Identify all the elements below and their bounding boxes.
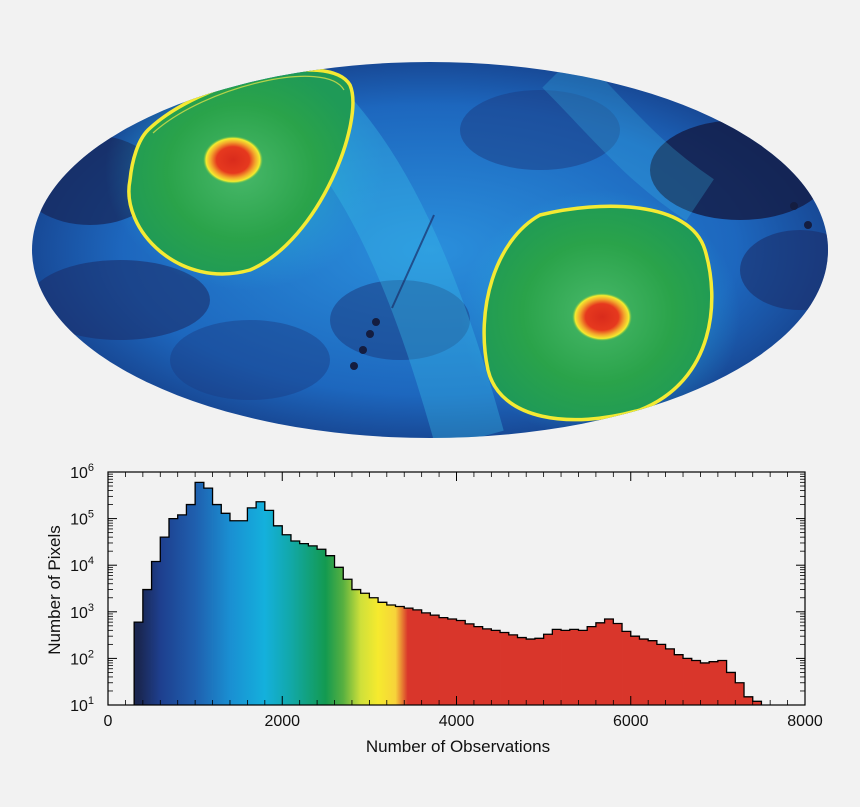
x-tick-label: 4000 [439,713,475,730]
histogram-bar [360,593,370,705]
histogram-bar [317,549,327,705]
histogram-bar [526,639,536,705]
histogram-bar [334,567,344,705]
histogram-bar [613,623,623,705]
histogram-bar [325,555,335,705]
histogram-bar [395,606,405,705]
histogram-bar [299,543,309,705]
histogram-bar [630,636,640,705]
x-tick-label: 2000 [264,713,300,730]
histogram-bar [282,534,292,705]
y-tick-label: 102 [70,648,94,668]
histogram-bar [343,579,353,705]
histogram-bar [456,620,466,705]
histogram-bar [656,644,666,705]
histogram-bar [221,513,231,705]
y-axis-ticks: 101 102 103 104 105 106 [70,462,805,715]
histogram-bar [256,501,266,705]
histogram-bar [439,617,449,705]
y-tick-label: 101 [70,695,94,715]
histogram-bar [552,629,562,705]
x-tick-label: 6000 [613,713,649,730]
histogram-bar [595,622,606,705]
histogram-bar [308,545,318,705]
y-tick-label: 104 [70,555,94,575]
x-tick-label: 8000 [787,713,823,730]
histogram-bar [473,626,484,705]
histogram-bar [386,604,396,705]
histogram-bar [412,609,423,705]
histogram-bar [744,696,754,705]
histogram-bar [665,648,675,705]
histogram-bar [247,507,257,705]
histogram-bar [369,597,379,705]
histogram-bar [604,619,614,705]
histogram-bar [648,640,658,705]
y-tick-label: 103 [70,602,94,622]
histogram-bar [683,658,693,705]
histogram-bar [691,660,701,705]
histogram-bar [264,510,274,705]
histogram-bar [622,631,632,705]
histogram-bar [587,626,597,705]
histogram-bar [447,619,457,705]
histogram-bar [543,634,553,705]
y-tick-label: 106 [70,462,94,482]
histogram-bar [430,615,440,705]
histogram-bar [177,514,187,705]
x-tick-label: 0 [104,713,113,730]
histogram: 0 2000 4000 6000 8000 101 102 103 104 105 106 Num… [45,462,823,756]
histogram-bar [134,622,144,705]
histogram-bar [674,654,684,705]
sky-map [32,62,828,438]
y-axis-label: Number of Pixels [45,525,64,654]
histogram-bar [482,628,492,705]
histogram-bar [203,488,213,705]
histogram-bar [212,504,222,705]
histogram-bar [717,660,727,705]
histogram-bar [500,632,510,705]
histogram-bar [465,623,475,705]
histogram-bar [735,682,745,705]
histogram-bar [378,602,388,705]
histogram-bar [421,612,431,705]
histogram-bar [351,589,362,705]
histogram-bar [569,629,579,705]
histogram-bar [273,525,283,705]
histogram-bar [491,630,501,705]
histogram-bar [517,637,527,705]
histogram-bar [709,661,719,705]
histogram-bar [726,672,736,705]
histogram-bar [160,537,170,705]
histogram-bar [238,520,248,705]
histogram-outline [133,481,763,705]
histogram-bar [700,662,710,705]
histogram-bar [151,561,161,705]
histogram-bar [561,630,571,705]
histogram-bar [752,701,762,705]
histogram-bar [290,541,301,705]
x-axis-label: Number of Observations [366,737,550,756]
histogram-bar [168,518,179,705]
histogram-bar [229,520,240,705]
histogram-bar [534,638,545,705]
histogram-bar [186,504,196,705]
y-tick-label: 105 [70,509,94,529]
histogram-bar [404,608,414,705]
histogram-bar [639,639,649,705]
x-axis-ticks: 0 2000 4000 6000 8000 [104,472,823,730]
histogram-bars [134,482,762,705]
histogram-bar [195,482,205,705]
histogram-bar [508,634,518,705]
histogram-bar [578,630,588,705]
histogram-bar [142,589,152,705]
